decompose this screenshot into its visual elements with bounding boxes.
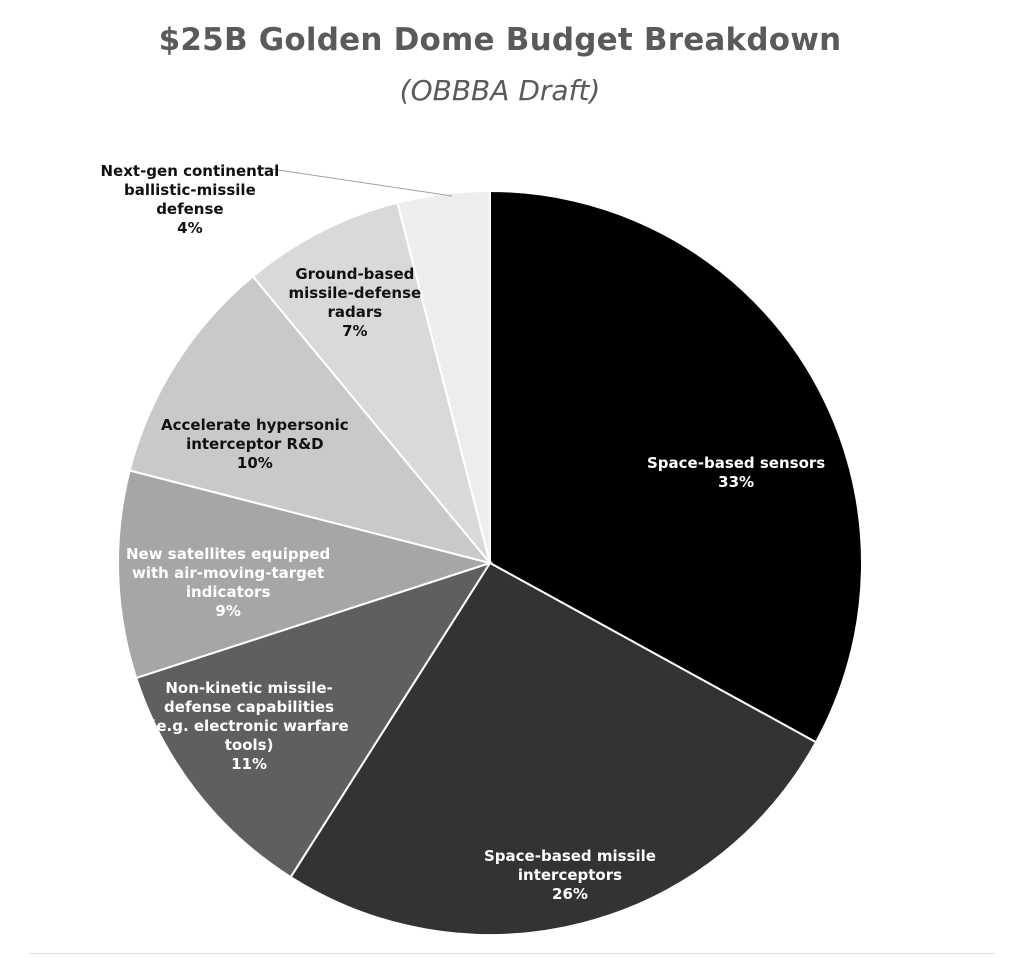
- slice-label-text: Space-based missile interceptors: [484, 846, 656, 884]
- pie-slice: [396, 189, 491, 564]
- slice-label-text: Next-gen continental ballistic-missile d…: [100, 162, 280, 218]
- slice-label: Space-based sensors 33%: [647, 454, 825, 492]
- slice-label: Next-gen continental ballistic-missile d…: [101, 162, 280, 238]
- slice-label: New satellites equipped with air-moving-…: [126, 545, 330, 621]
- pie-slice: [117, 469, 494, 680]
- slice-label-text: Space-based sensors: [647, 454, 826, 472]
- pie-slice: [251, 201, 491, 564]
- slice-label: Non-kinetic missile- defense capabilitie…: [150, 679, 349, 774]
- slice-label-text: Non-kinetic missile- defense capabilitie…: [149, 678, 349, 754]
- divider: [30, 953, 994, 954]
- pie-slice: [489, 189, 863, 744]
- leader-line: [257, 166, 453, 197]
- slice-percent: 4%: [177, 219, 203, 237]
- slice-label-text: Ground-based missile-defense radars: [288, 265, 422, 321]
- slice-percent: 9%: [215, 602, 241, 620]
- pie-slice: [128, 274, 493, 565]
- slice-percent: 10%: [236, 453, 273, 472]
- slice-label-text: New satellites equipped with air-moving-…: [126, 545, 331, 601]
- chart-subtitle: (OBBBA Draft): [399, 74, 601, 107]
- slice-label: Accelerate hypersonic interceptor R&D 10%: [161, 416, 349, 473]
- slice-percent: 26%: [552, 884, 588, 903]
- slice-percent: 7%: [342, 322, 368, 340]
- slice-label-text: Accelerate hypersonic interceptor R&D: [161, 415, 349, 453]
- pie-slice: [134, 561, 493, 879]
- slice-percent: 33%: [718, 473, 755, 491]
- slice-percent: 11%: [231, 754, 268, 773]
- pie-slice: [289, 561, 818, 936]
- slice-label: Space-based missile interceptors 26%: [484, 847, 656, 904]
- chart-title: $25B Golden Dome Budget Breakdown: [158, 22, 842, 58]
- slice-label: Ground-based missile-defense radars 7%: [289, 265, 422, 341]
